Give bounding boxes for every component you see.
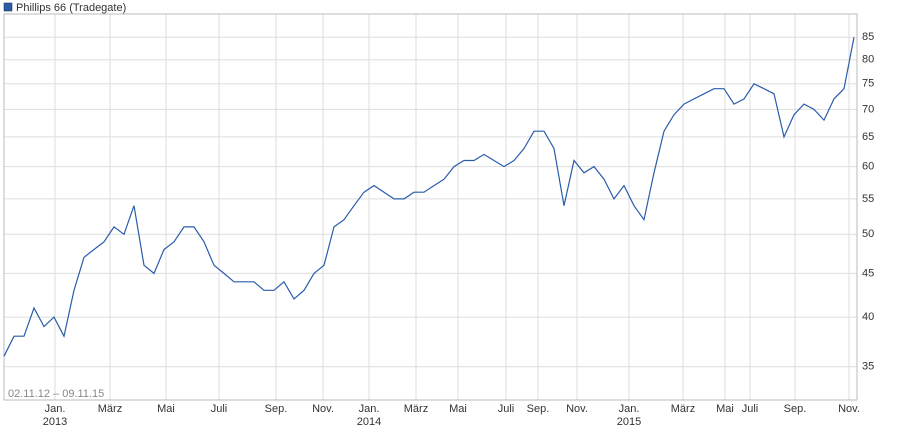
x-tick-label: März <box>404 403 428 415</box>
x-tick-label: Sep. <box>784 403 807 415</box>
x-tick-label: Juli <box>211 403 228 415</box>
x-year-label: 2015 <box>617 416 641 428</box>
x-tick-label: Juli <box>498 403 515 415</box>
date-range: 02.11.12 – 09.11.15 <box>8 388 104 400</box>
x-tick-label: Mai <box>157 403 175 415</box>
x-tick-label: Jan. <box>359 403 380 415</box>
y-tick-label: 55 <box>862 193 874 205</box>
y-tick-label: 60 <box>862 161 874 173</box>
y-tick-label: 65 <box>862 131 874 143</box>
x-tick-label: März <box>671 403 695 415</box>
price-line <box>3 37 855 357</box>
x-year-label: 2014 <box>357 416 381 428</box>
plot-frame <box>3 13 858 401</box>
x-tick-label: Jan. <box>45 403 66 415</box>
y-tick-label: 80 <box>862 54 874 66</box>
x-tick-label: Nov. <box>312 403 334 415</box>
x-year-label: 2013 <box>43 416 67 428</box>
x-tick-label: Nov. <box>838 403 860 415</box>
x-tick-label: März <box>98 403 122 415</box>
y-tick-label: 75 <box>862 78 874 90</box>
x-tick-label: Mai <box>449 403 467 415</box>
y-tick-label: 45 <box>862 267 874 279</box>
legend-label: Phillips 66 (Tradegate) <box>16 2 126 14</box>
x-tick-label: Nov. <box>566 403 588 415</box>
y-tick-label: 70 <box>862 103 874 115</box>
x-tick-label: Sep. <box>265 403 288 415</box>
x-tick-label: Juli <box>742 403 759 415</box>
x-tick-label: Jan. <box>619 403 640 415</box>
x-tick-label: Sep. <box>527 403 550 415</box>
legend-swatch <box>3 2 13 12</box>
y-tick-label: 40 <box>862 311 874 323</box>
y-tick-label: 85 <box>862 31 874 43</box>
y-tick-label: 50 <box>862 228 874 240</box>
y-tick-label: 35 <box>862 361 874 373</box>
x-tick-label: Mai <box>716 403 734 415</box>
